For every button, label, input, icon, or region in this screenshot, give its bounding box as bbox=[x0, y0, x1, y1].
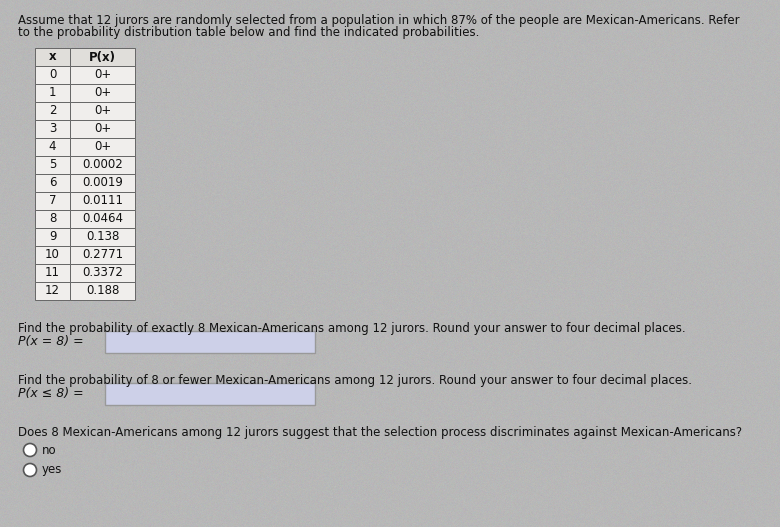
Bar bbox=[35, 264, 70, 282]
Text: 0+: 0+ bbox=[94, 104, 111, 118]
Bar bbox=[70, 84, 135, 102]
Bar bbox=[105, 331, 315, 353]
Text: 11: 11 bbox=[45, 267, 60, 279]
Bar bbox=[35, 174, 70, 192]
Bar bbox=[35, 120, 70, 138]
Text: 1: 1 bbox=[48, 86, 56, 100]
Text: 6: 6 bbox=[48, 177, 56, 190]
Text: 0.0111: 0.0111 bbox=[82, 194, 123, 208]
Bar bbox=[70, 138, 135, 156]
Text: 5: 5 bbox=[49, 159, 56, 171]
Bar bbox=[70, 156, 135, 174]
Text: Find the probability of exactly 8 Mexican-Americans among 12 jurors. Round your : Find the probability of exactly 8 Mexica… bbox=[18, 322, 686, 335]
Text: 7: 7 bbox=[48, 194, 56, 208]
Bar bbox=[35, 84, 70, 102]
Bar bbox=[35, 156, 70, 174]
Text: 0.188: 0.188 bbox=[86, 285, 119, 298]
Text: 10: 10 bbox=[45, 249, 60, 261]
Text: 0+: 0+ bbox=[94, 69, 111, 82]
Text: x: x bbox=[48, 51, 56, 63]
Text: Assume that 12 jurors are randomly selected from a population in which 87% of th: Assume that 12 jurors are randomly selec… bbox=[18, 14, 739, 27]
Bar bbox=[70, 48, 135, 66]
Circle shape bbox=[23, 464, 37, 476]
Circle shape bbox=[23, 444, 37, 456]
Bar bbox=[35, 48, 70, 66]
Bar bbox=[35, 138, 70, 156]
Bar bbox=[70, 246, 135, 264]
Bar bbox=[70, 102, 135, 120]
Text: no: no bbox=[42, 444, 57, 456]
Bar bbox=[35, 282, 70, 300]
Bar bbox=[70, 174, 135, 192]
Bar bbox=[35, 210, 70, 228]
Bar bbox=[70, 66, 135, 84]
Text: 9: 9 bbox=[48, 230, 56, 243]
Text: P(x ≤ 8) =: P(x ≤ 8) = bbox=[18, 387, 83, 401]
Bar bbox=[35, 102, 70, 120]
Bar bbox=[105, 383, 315, 405]
Bar bbox=[70, 228, 135, 246]
Text: 12: 12 bbox=[45, 285, 60, 298]
Text: 0+: 0+ bbox=[94, 86, 111, 100]
Text: Find the probability of 8 or fewer Mexican-Americans among 12 jurors. Round your: Find the probability of 8 or fewer Mexic… bbox=[18, 374, 692, 387]
Text: 2: 2 bbox=[48, 104, 56, 118]
Text: 0+: 0+ bbox=[94, 141, 111, 153]
Text: P(x): P(x) bbox=[89, 51, 116, 63]
Text: 4: 4 bbox=[48, 141, 56, 153]
Bar bbox=[35, 228, 70, 246]
Text: 8: 8 bbox=[49, 212, 56, 226]
Bar bbox=[35, 66, 70, 84]
Bar bbox=[35, 246, 70, 264]
Text: 0: 0 bbox=[49, 69, 56, 82]
Text: 0.138: 0.138 bbox=[86, 230, 119, 243]
Text: 3: 3 bbox=[49, 122, 56, 135]
Text: 0+: 0+ bbox=[94, 122, 111, 135]
Text: Does 8 Mexican-Americans among 12 jurors suggest that the selection process disc: Does 8 Mexican-Americans among 12 jurors… bbox=[18, 426, 742, 439]
Bar bbox=[70, 192, 135, 210]
Bar bbox=[35, 192, 70, 210]
Text: to the probability distribution table below and find the indicated probabilities: to the probability distribution table be… bbox=[18, 26, 480, 39]
Bar bbox=[70, 210, 135, 228]
Text: 0.0019: 0.0019 bbox=[82, 177, 123, 190]
Bar bbox=[70, 282, 135, 300]
Text: 0.0464: 0.0464 bbox=[82, 212, 123, 226]
Bar bbox=[70, 120, 135, 138]
Text: 0.3372: 0.3372 bbox=[82, 267, 123, 279]
Text: yes: yes bbox=[42, 464, 62, 476]
Text: 0.2771: 0.2771 bbox=[82, 249, 123, 261]
Text: P(x = 8) =: P(x = 8) = bbox=[18, 336, 83, 348]
Bar bbox=[70, 264, 135, 282]
Text: 0.0002: 0.0002 bbox=[82, 159, 123, 171]
